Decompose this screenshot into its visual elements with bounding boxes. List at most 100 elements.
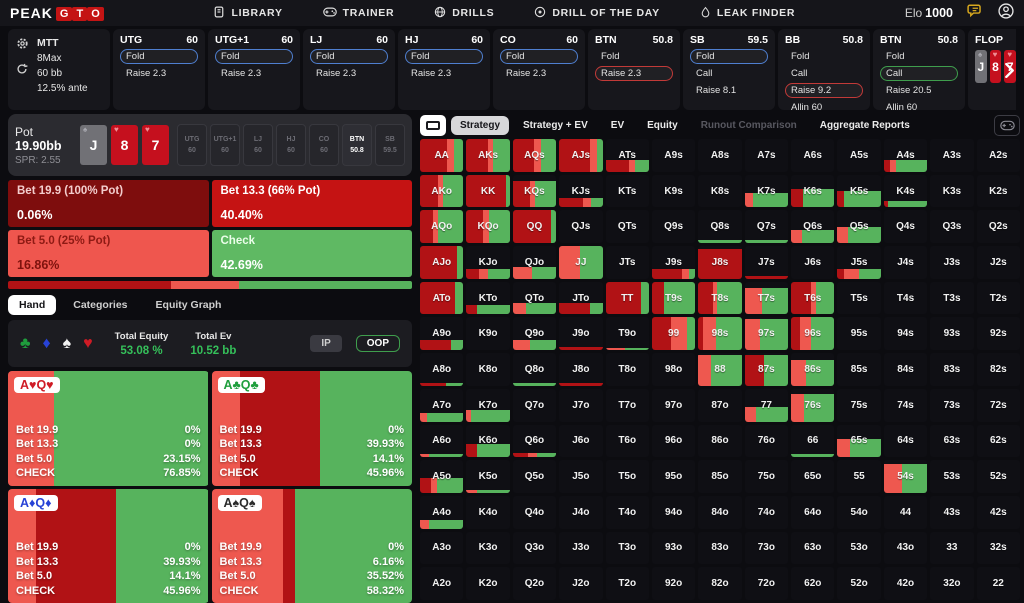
gear-icon[interactable]: [16, 37, 29, 55]
matrix-cell-AJs[interactable]: AJs: [559, 139, 603, 172]
matrix-cell-Q8o[interactable]: Q8o: [512, 353, 557, 386]
matrix-cell-QJo[interactable]: QJo: [512, 246, 557, 279]
matrix-cell-64o[interactable]: 64o: [791, 495, 835, 529]
seat-utg[interactable]: UTG 60: [177, 124, 207, 166]
action-allin-60[interactable]: Allin 60: [886, 102, 918, 113]
action-raise-20-5[interactable]: Raise 20.5: [886, 85, 932, 96]
matrix-cell-55[interactable]: 55: [837, 460, 881, 493]
matrix-cell-J8s[interactable]: J8s: [698, 246, 742, 279]
matrix-cell-A6s[interactable]: A6s: [791, 139, 835, 172]
seat-utg+1[interactable]: UTG+1 60: [210, 124, 240, 166]
matrix-cell-93o[interactable]: 93o: [651, 531, 696, 565]
action-raise-8-1[interactable]: Raise 8.1: [696, 85, 737, 96]
matrix-cell-85o[interactable]: 85o: [698, 460, 742, 493]
matrix-cell-T5o[interactable]: T5o: [605, 460, 649, 493]
seat-btn[interactable]: BTN 50.8: [342, 124, 372, 166]
matrix-cell-A4s[interactable]: A4s: [883, 139, 928, 172]
matrix-cell-Q2s[interactable]: Q2s: [976, 210, 1020, 244]
matrix-cell-T4s[interactable]: T4s: [883, 281, 928, 315]
matrix-cell-KQs[interactable]: KQs: [512, 174, 557, 208]
matrix-cell-Q8s[interactable]: Q8s: [698, 210, 742, 244]
tab-equity-graph[interactable]: Equity Graph: [155, 299, 222, 311]
matrix-cell-73s[interactable]: 73s: [930, 388, 974, 422]
matrix-cell-AQs[interactable]: AQs: [512, 139, 557, 172]
matrix-cell-J7s[interactable]: J7s: [744, 246, 789, 279]
matrix-cell-A2o[interactable]: A2o: [420, 567, 464, 600]
view-tab-strategy---ev[interactable]: Strategy + EV: [523, 120, 588, 131]
matrix-cell-K3o[interactable]: K3o: [466, 531, 510, 565]
matrix-cell-A5o[interactable]: A5o: [420, 460, 464, 493]
matrix-cell-ATo[interactable]: ATo: [420, 281, 464, 315]
matrix-cell-95o[interactable]: 95o: [651, 460, 696, 493]
seat-lj[interactable]: LJ 60: [243, 124, 273, 166]
matrix-cell-97s[interactable]: 97s: [744, 317, 789, 351]
bet-button-42.69%[interactable]: Check 42.69%: [211, 230, 412, 277]
matrix-cell-K9o[interactable]: K9o: [466, 317, 510, 351]
action-fold[interactable]: Fold: [215, 49, 293, 64]
matrix-cell-99[interactable]: 99: [651, 317, 696, 351]
matrix-cell-J4s[interactable]: J4s: [883, 246, 928, 279]
matrix-cell-76o[interactable]: 76o: [744, 424, 789, 458]
matrix-cell-Q3s[interactable]: Q3s: [930, 210, 974, 244]
bet-button-40.40%[interactable]: Bet 13.3 (66% Pot) 40.40%: [211, 180, 412, 227]
matrix-cell-T2s[interactable]: T2s: [976, 281, 1020, 315]
matrix-cell-98o[interactable]: 98o: [651, 353, 696, 386]
nav-item-drill-of-the-day[interactable]: DRILL OF THE DAY: [534, 6, 659, 21]
matrix-cell-T8s[interactable]: T8s: [698, 281, 742, 315]
matrix-cell-88[interactable]: 88: [698, 353, 742, 386]
matrix-cell-92s[interactable]: 92s: [976, 317, 1020, 351]
matrix-cell-22[interactable]: 22: [976, 567, 1020, 600]
matrix-cell-T3s[interactable]: T3s: [930, 281, 974, 315]
matrix-cell-JTo[interactable]: JTo: [559, 281, 603, 315]
matrix-cell-AKo[interactable]: AKo: [420, 174, 464, 208]
view-tab-strategy[interactable]: Strategy: [451, 116, 510, 135]
matrix-cell-82o[interactable]: 82o: [698, 567, 742, 600]
matrix-cell-33[interactable]: 33: [930, 531, 974, 565]
action-raise-2-3[interactable]: Raise 2.3: [221, 68, 262, 79]
matrix-cell-A8o[interactable]: A8o: [420, 353, 464, 386]
matrix-cell-T8o[interactable]: T8o: [605, 353, 649, 386]
matrix-cell-J4o[interactable]: J4o: [559, 495, 603, 529]
matrix-cell-Q6o[interactable]: Q6o: [512, 424, 557, 458]
matrix-cell-54s[interactable]: 54s: [883, 460, 928, 493]
ip-button[interactable]: IP: [310, 335, 342, 352]
action-call[interactable]: Call: [880, 66, 958, 81]
hearts-filter-icon[interactable]: ♥: [83, 334, 93, 352]
action-call[interactable]: Call: [791, 68, 808, 79]
matrix-cell-A3o[interactable]: A3o: [420, 531, 464, 565]
matrix-cell-73o[interactable]: 73o: [744, 531, 789, 565]
matrix-cell-42o[interactable]: 42o: [883, 567, 928, 600]
matrix-cell-Q4o[interactable]: Q4o: [512, 495, 557, 529]
action-allin-60[interactable]: Allin 60: [791, 102, 823, 113]
matrix-cell-KQo[interactable]: KQo: [466, 210, 510, 244]
matrix-cell-KTs[interactable]: KTs: [605, 174, 649, 208]
spades-filter-icon[interactable]: ♠: [62, 334, 72, 352]
matrix-cell-54o[interactable]: 54o: [837, 495, 881, 529]
matrix-cell-52o[interactable]: 52o: [837, 567, 881, 600]
nav-item-leak-finder[interactable]: LEAK FINDER: [700, 6, 795, 21]
matrix-cell-T7o[interactable]: T7o: [605, 388, 649, 422]
matrix-cell-QTo[interactable]: QTo: [512, 281, 557, 315]
seat-hj[interactable]: HJ 60: [276, 124, 306, 166]
chevron-right-icon[interactable]: [1005, 62, 1014, 83]
matrix-cell-32o[interactable]: 32o: [930, 567, 974, 600]
matrix-cell-A4o[interactable]: A4o: [420, 495, 464, 529]
matrix-cell-J9o[interactable]: J9o: [559, 317, 603, 351]
nav-item-drills[interactable]: DRILLS: [434, 6, 494, 21]
matrix-cell-43o[interactable]: 43o: [883, 531, 928, 565]
matrix-cell-K8s[interactable]: K8s: [698, 174, 742, 208]
matrix-cell-63o[interactable]: 63o: [791, 531, 835, 565]
matrix-cell-A9s[interactable]: A9s: [651, 139, 696, 172]
refresh-icon[interactable]: [16, 62, 29, 80]
matrix-cell-K9s[interactable]: K9s: [651, 174, 696, 208]
matrix-cell-53s[interactable]: 53s: [930, 460, 974, 493]
matrix-cell-65s[interactable]: 65s: [837, 424, 881, 458]
matrix-cell-KJs[interactable]: KJs: [559, 174, 603, 208]
matrix-cell-K5o[interactable]: K5o: [466, 460, 510, 493]
matrix-cell-J9s[interactable]: J9s: [651, 246, 696, 279]
combo-panel-AQ-diamonds[interactable]: A♦Q♦ Bet 19.9 0% Bet 13.3 39.93% Bet 5.0 14.1%…: [8, 488, 209, 603]
matrix-cell-74o[interactable]: 74o: [744, 495, 789, 529]
matrix-cell-K4o[interactable]: K4o: [466, 495, 510, 529]
action-fold[interactable]: Fold: [690, 49, 768, 64]
matrix-cell-A3s[interactable]: A3s: [930, 139, 974, 172]
